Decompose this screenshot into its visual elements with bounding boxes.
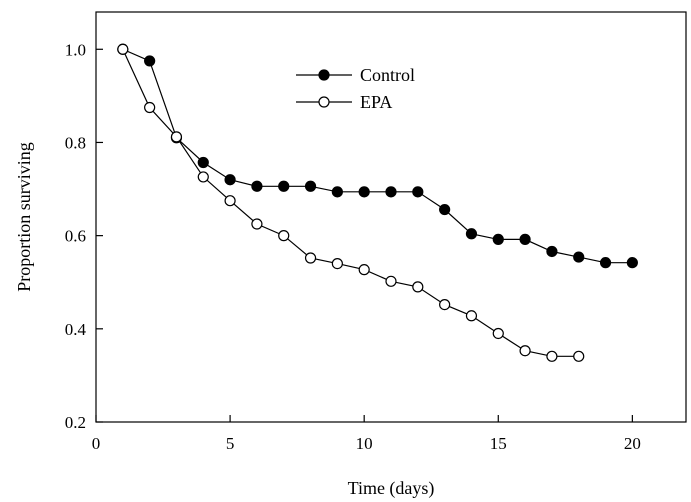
data-point-control [224,174,236,186]
plot-frame [95,11,687,423]
data-point-epa [331,257,343,270]
data-point-control [519,233,531,245]
y-axis-label: Proportion surviving [14,142,34,292]
data-point-epa [546,350,558,362]
data-point-control [573,251,585,263]
data-point-epa [412,281,424,293]
data-point-control [599,257,612,269]
data-point-epa [439,298,451,311]
data-point-epa [224,195,236,207]
data-point-epa [278,230,290,242]
legend-label-epa: EPA [360,92,392,112]
x-axis-ticks: 0 5 10 15 20 [92,415,641,453]
data-point-control [546,245,558,258]
x-tick-label: 0 [92,434,101,453]
data-point-control [465,228,478,240]
data-point-control [492,233,504,245]
x-axis-label: Time (days) [348,478,435,499]
y-tick-label: 0.6 [65,227,86,246]
data-point-control [331,186,343,198]
data-point-control [626,257,638,269]
data-point-control [385,186,397,198]
data-point-epa [197,171,209,183]
x-tick-label: 15 [490,434,507,453]
data-point-epa [358,264,370,276]
legend-marker-epa [318,96,330,108]
series-layer [117,43,638,362]
data-point-control [197,156,209,169]
x-tick-label: 10 [356,434,373,453]
y-axis-ticks: 0.2 0.4 0.6 0.8 1.0 [65,40,103,432]
data-point-epa [251,218,263,230]
y-tick-label: 0.2 [65,413,86,432]
data-point-epa [144,101,156,114]
y-tick-label: 0.8 [65,133,86,152]
y-tick-label: 1.0 [65,40,86,59]
data-point-epa [385,275,397,287]
data-point-control [278,180,290,192]
series-line-epa [122,49,579,357]
data-point-control [251,180,263,192]
legend-marker-control [318,69,330,81]
legend: Control EPA [296,65,415,112]
data-point-control [439,203,451,216]
y-tick-label: 0.4 [65,320,87,339]
data-point-epa [117,43,129,55]
data-point-control [358,186,370,198]
x-tick-label: 20 [624,434,641,453]
data-point-control [144,55,156,67]
data-point-control [412,186,424,198]
data-point-epa [465,310,478,322]
x-tick-label: 5 [226,434,235,453]
data-point-control [304,180,317,192]
legend-label-control: Control [360,65,415,85]
data-point-epa [519,345,531,357]
data-point-epa [573,350,585,362]
data-point-epa [492,327,504,340]
data-point-epa [170,131,183,143]
data-point-epa [304,252,317,264]
